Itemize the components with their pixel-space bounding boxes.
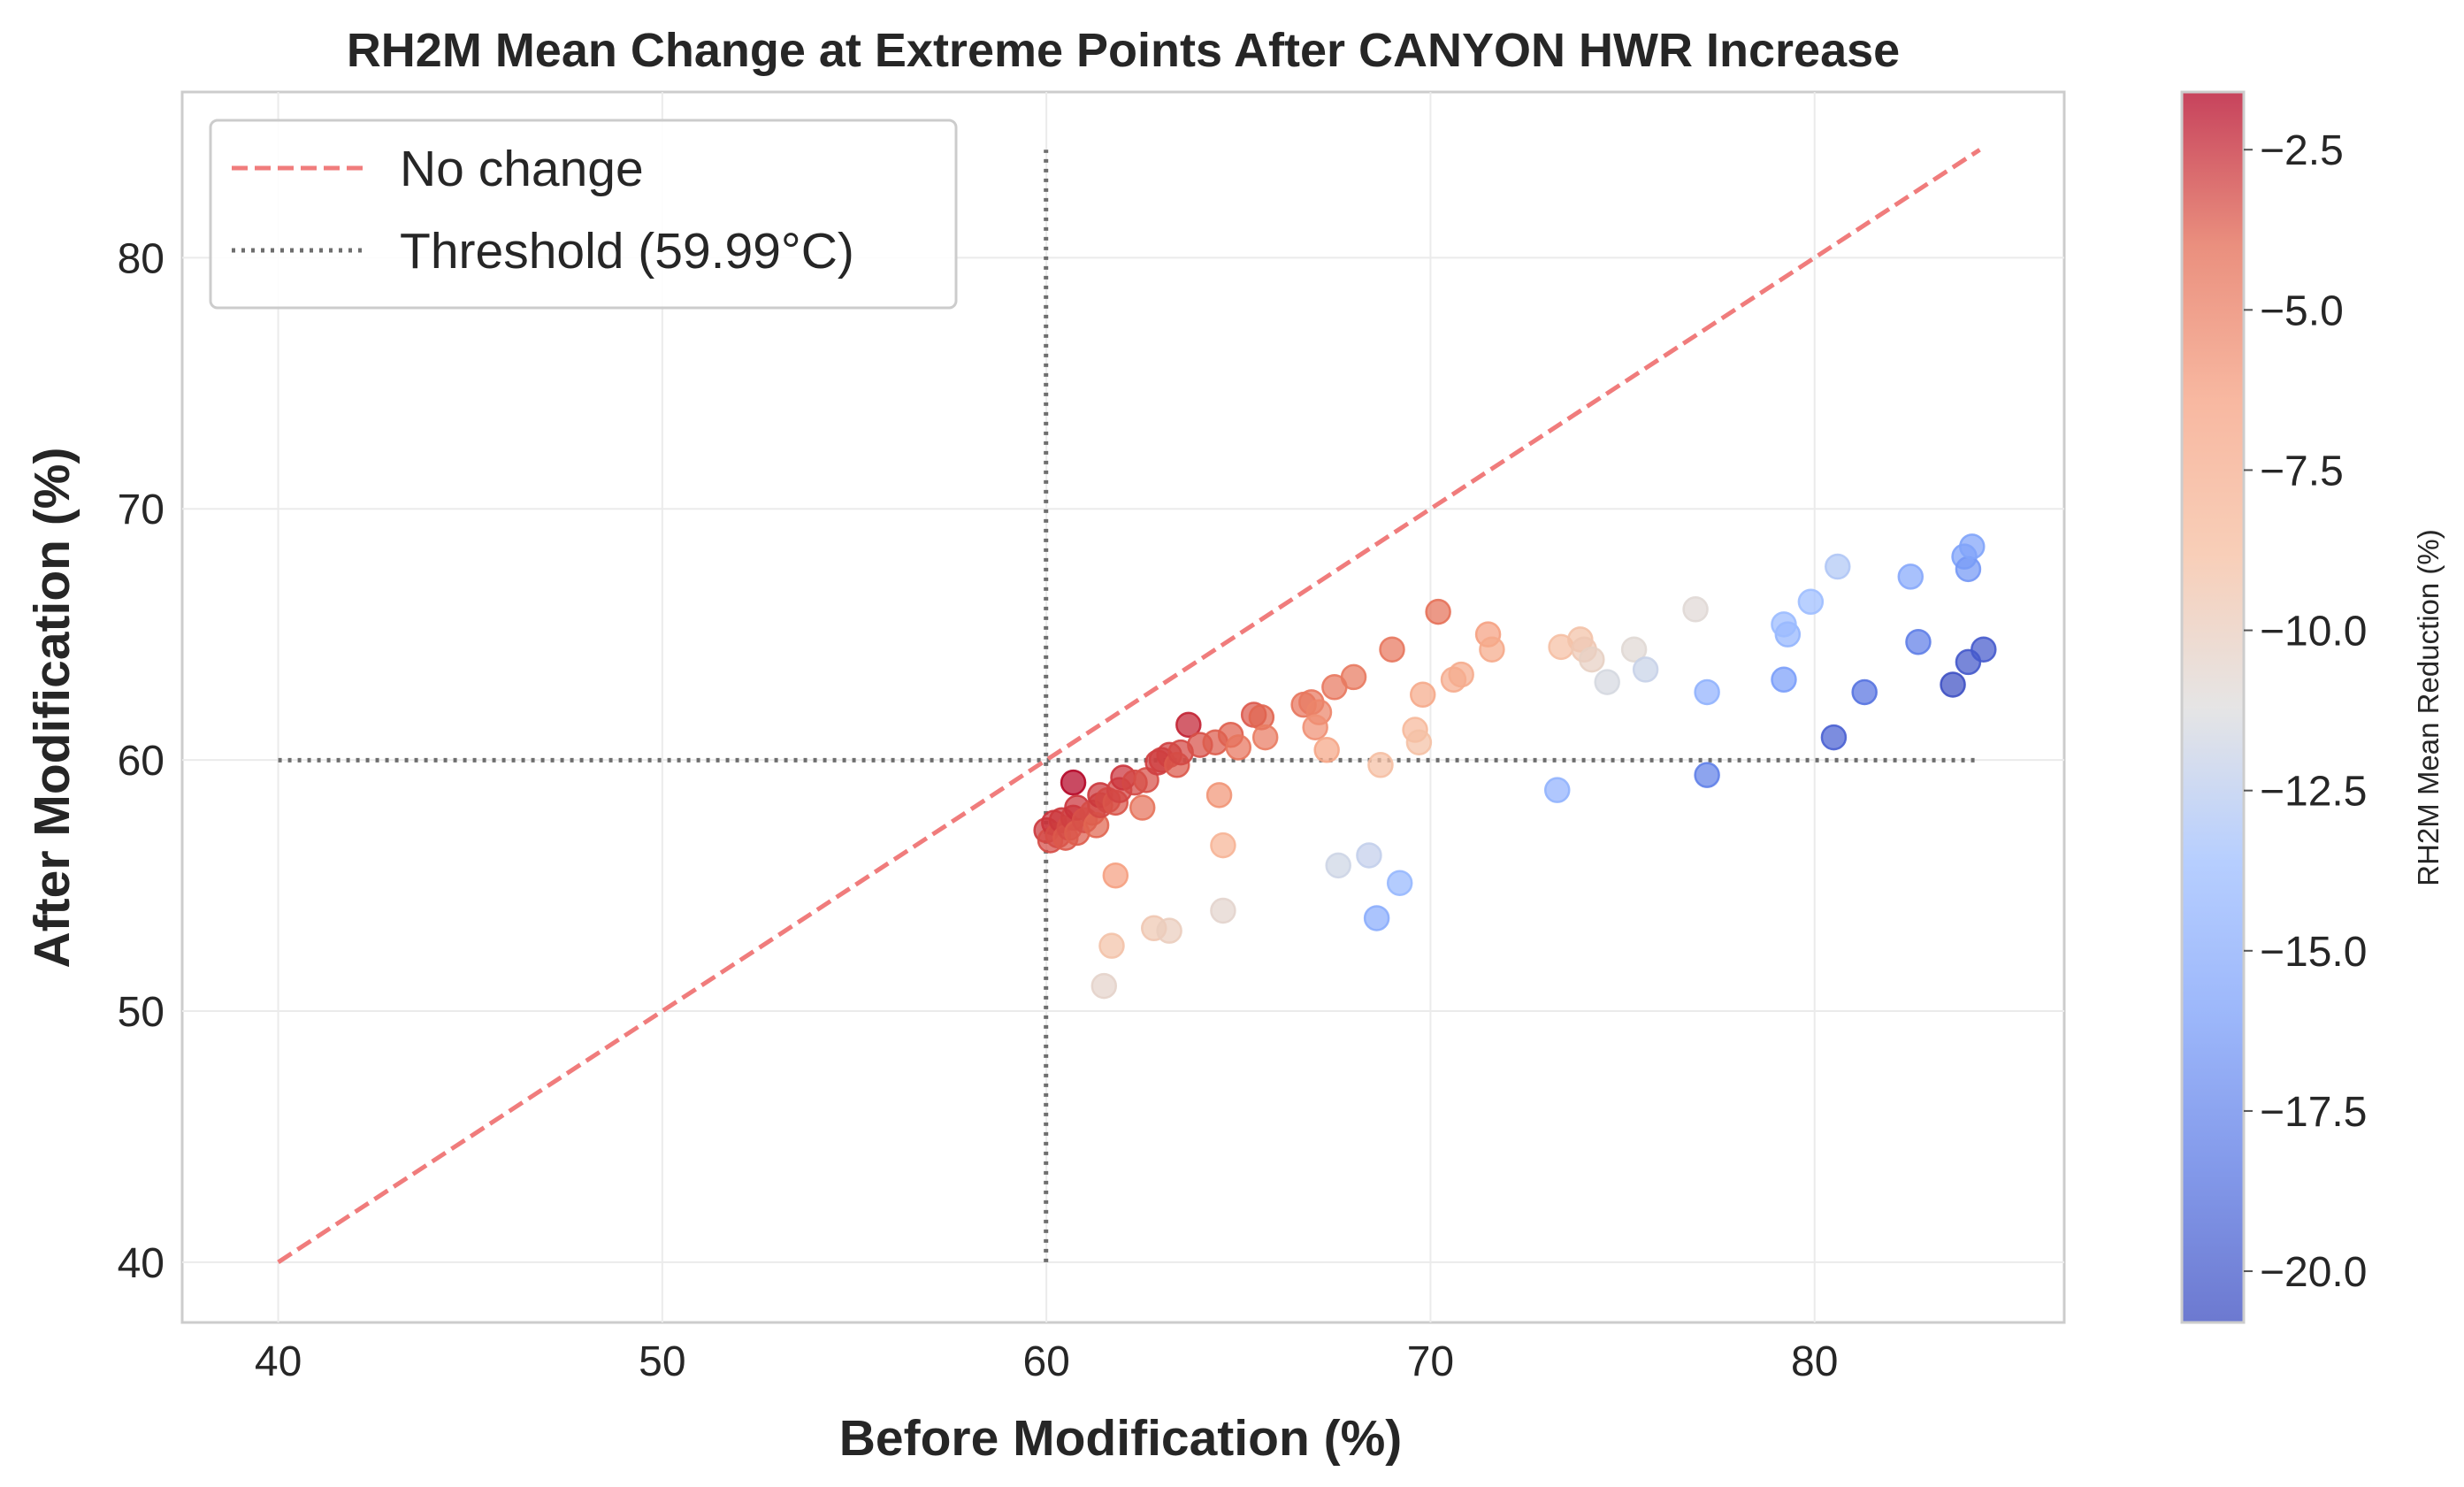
colorbar-tick-label: −17.5 (2260, 1089, 2367, 1136)
data-point (1325, 852, 1351, 879)
data-point (1129, 794, 1156, 821)
colorbar-ticks: −2.5 −5.0 −7.5 −10.0 −12.5 −15.0 −17.5 −20.0 (2244, 127, 2367, 1296)
data-point (1409, 681, 1436, 709)
legend-no-change-label: No change (400, 141, 644, 197)
x-tick-labels: 40 50 60 70 80 (255, 1338, 1839, 1385)
y-tick-label: 70 (118, 487, 165, 533)
data-point (1820, 724, 1848, 751)
x-tick-label: 80 (1791, 1338, 1838, 1385)
data-point (1632, 656, 1659, 683)
data-point (1771, 611, 1797, 638)
data-point (1356, 842, 1382, 869)
colorbar-label: RH2M Mean Reduction (%) (2412, 529, 2445, 885)
colorbar-gradient (2180, 90, 2246, 1324)
data-point (1905, 628, 1932, 655)
colorbar-tick-label: −7.5 (2260, 448, 2344, 494)
colorbar-tick-label: −15.0 (2260, 929, 2367, 976)
data-point (1682, 596, 1709, 623)
data-point (1851, 678, 1878, 706)
data-point (1825, 553, 1851, 580)
data-point (1205, 782, 1233, 809)
data-point (1448, 661, 1474, 688)
data-point (1210, 897, 1236, 924)
data-point (1379, 636, 1405, 663)
data-point (1620, 636, 1648, 663)
data-point (1405, 729, 1433, 755)
data-point (1156, 917, 1182, 944)
data-points (1033, 533, 1997, 1000)
data-point (1175, 711, 1202, 739)
data-point (1797, 588, 1825, 616)
data-point (1386, 870, 1413, 896)
colorbar-tick-label: −5.0 (2260, 287, 2344, 334)
legend-box (209, 119, 958, 310)
data-point (1302, 714, 1328, 740)
data-point (1060, 769, 1087, 796)
data-point (1543, 777, 1571, 803)
colorbar-tick-label: −2.5 (2260, 127, 2344, 174)
data-point (1959, 533, 1986, 560)
x-tick-label: 50 (639, 1338, 685, 1385)
data-point (1694, 762, 1720, 788)
data-point (1210, 832, 1236, 859)
data-point (1579, 646, 1605, 673)
data-point (1970, 636, 1997, 663)
data-point (1098, 932, 1125, 959)
legend-threshold-label: Threshold (59.99°C) (400, 223, 854, 280)
colorbar-tick-label: −20.0 (2260, 1249, 2367, 1296)
y-tick-label: 80 (118, 235, 165, 282)
x-tick-label: 70 (1407, 1338, 1454, 1385)
data-point (1694, 678, 1720, 706)
data-point (1340, 663, 1367, 691)
data-point (1251, 724, 1279, 751)
data-point (1363, 905, 1390, 931)
legend: No change Threshold (59.99°C) (209, 119, 958, 310)
y-axis-label: After Modification (%) (24, 448, 80, 969)
data-point (1102, 862, 1129, 889)
data-point (1594, 669, 1620, 695)
y-tick-label: 50 (118, 989, 165, 1036)
y-tick-label: 40 (118, 1240, 165, 1287)
data-point (1367, 752, 1394, 778)
data-point (1940, 671, 1966, 698)
reference-lines (277, 148, 1981, 1264)
x-axis-label: Before Modification (%) (839, 1410, 1403, 1467)
y-tick-labels: 40 50 60 70 80 (118, 235, 165, 1287)
colorbar-tick-label: −12.5 (2260, 769, 2367, 816)
data-point (1313, 737, 1340, 763)
data-point (1225, 734, 1252, 761)
data-point (1955, 556, 1982, 583)
x-tick-label: 60 (1022, 1338, 1069, 1385)
data-point (1425, 598, 1451, 625)
data-point (1771, 666, 1797, 694)
y-tick-label: 60 (118, 738, 165, 785)
x-tick-label: 40 (255, 1338, 302, 1385)
chart-title: RH2M Mean Change at Extreme Points After… (347, 24, 1900, 77)
data-point (1090, 972, 1118, 1000)
data-point (1479, 636, 1505, 663)
colorbar: −2.5 −5.0 −7.5 −10.0 −12.5 −15.0 −17.5 −20.0 RH… (2180, 90, 2445, 1324)
data-point (1897, 563, 1925, 590)
no-change-line (277, 148, 1981, 1264)
colorbar-tick-label: −10.0 (2260, 609, 2367, 655)
